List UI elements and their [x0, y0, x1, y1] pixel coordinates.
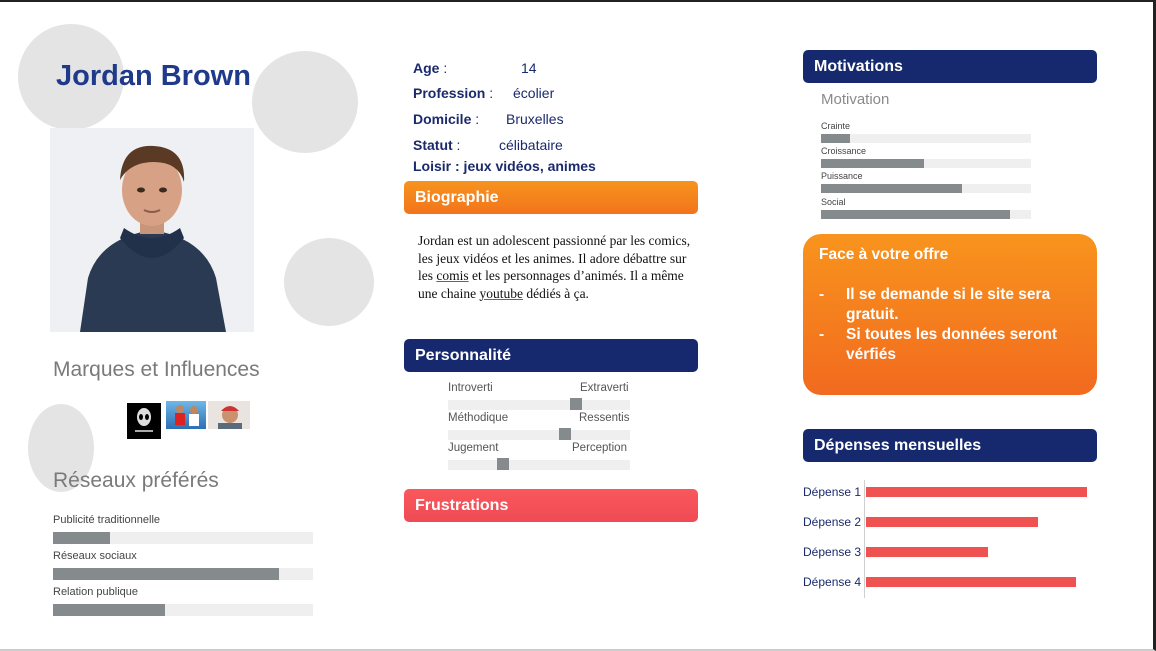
info-separator: : — [439, 60, 448, 76]
network-track — [53, 532, 313, 544]
spending-axis — [864, 480, 865, 598]
network-bar — [53, 532, 111, 544]
spending-bar — [866, 517, 1038, 527]
persona-name: Jordan Brown — [56, 60, 251, 92]
info-separator: : — [485, 85, 494, 101]
personality-right-label: Extraverti — [580, 382, 629, 394]
personality-left-label: Jugement — [448, 442, 499, 454]
motivation-label: Social — [821, 197, 846, 207]
motivation-chart-title: Motivation — [821, 91, 890, 108]
motivation-label: Puissance — [821, 171, 863, 181]
info-loisir: Loisir : jeux vidéos, animes — [413, 158, 596, 174]
info-age: Age : 14 — [413, 60, 537, 76]
decor-circle — [28, 404, 94, 492]
motivation-track — [821, 134, 1031, 143]
network-bar — [53, 568, 280, 580]
personality-scale — [448, 458, 630, 470]
offer-title: Face à votre offre — [819, 246, 949, 263]
motivation-track — [821, 210, 1031, 219]
personality-marker — [570, 398, 582, 410]
motivation-track — [821, 184, 1031, 193]
personality-marker — [497, 458, 509, 470]
persona-photo — [50, 128, 254, 332]
decor-circle — [18, 24, 124, 130]
spending-category-label: Dépense 2 — [803, 515, 862, 529]
personality-left-label: Méthodique — [448, 412, 509, 424]
spending-header: Dépenses mensuelles — [803, 429, 1097, 462]
info-statut: Statut : célibataire — [413, 137, 563, 153]
youtuber-face-icon — [218, 406, 242, 429]
info-value: 14 — [521, 60, 537, 76]
brand-logo-alienware — [127, 403, 161, 439]
motivations-header: Motivations — [803, 50, 1097, 83]
info-value: célibataire — [499, 137, 563, 153]
alien-icon — [135, 408, 153, 432]
person-portrait-image — [50, 128, 254, 332]
personality-right-label: Ressentis — [579, 412, 630, 424]
spending-bar — [866, 487, 1087, 497]
motivation-bar — [821, 184, 962, 193]
info-domicile: Domicile : Bruxelles — [413, 111, 564, 127]
motivation-track — [821, 159, 1031, 168]
info-separator: : — [452, 137, 461, 153]
info-value: écolier — [513, 85, 555, 101]
athlete-icon — [175, 405, 199, 426]
personality-marker — [559, 428, 571, 440]
info-label: Domicile — [413, 111, 472, 127]
network-label: Publicité traditionnelle — [53, 514, 161, 526]
personality-left-label: Introverti — [448, 382, 493, 394]
motivation-label: Croissance — [821, 146, 867, 156]
network-track — [53, 604, 313, 616]
info-separator: : — [471, 111, 480, 127]
personality-header: Personnalité — [404, 339, 698, 372]
motivation-bar — [821, 134, 851, 143]
motivation-label: Crainte — [821, 121, 851, 131]
personality-right-label: Perception — [572, 442, 627, 454]
brand-logo-youtuber — [208, 401, 250, 429]
biography-text: Jordan est un adolescent passionné par l… — [418, 233, 691, 301]
offer-card: Face à votre offre - Il se demande si le … — [803, 234, 1097, 395]
info-value: Bruxelles — [506, 111, 564, 127]
brands-title: Marques et Influences — [53, 358, 260, 381]
personality-scale — [448, 398, 630, 410]
info-label: Profession — [413, 85, 486, 101]
brand-logo-sports — [166, 401, 206, 429]
spending-category-label: Dépense 1 — [803, 485, 862, 499]
network-track — [53, 568, 313, 580]
spending-category-label: Dépense 3 — [803, 545, 862, 559]
motivation-bar — [821, 159, 924, 168]
frustrations-header: Frustrations — [404, 489, 698, 522]
motivation-bar — [821, 210, 1010, 219]
biography-header: Biographie — [404, 181, 698, 214]
info-label: Statut — [413, 137, 453, 153]
spending-bar — [866, 577, 1076, 587]
info-profession: Profession : écolier — [413, 85, 554, 101]
decor-circle — [284, 238, 374, 326]
info-label: Age — [413, 60, 440, 76]
personality-scale — [448, 428, 630, 440]
spending-bar — [866, 547, 988, 557]
decor-circle — [252, 51, 358, 153]
network-bar — [53, 604, 165, 616]
spending-category-label: Dépense 4 — [803, 575, 862, 589]
networks-title: Réseaux préférés — [53, 469, 219, 492]
network-label: Relation publique — [53, 586, 139, 598]
network-label: Réseaux sociaux — [53, 550, 137, 562]
